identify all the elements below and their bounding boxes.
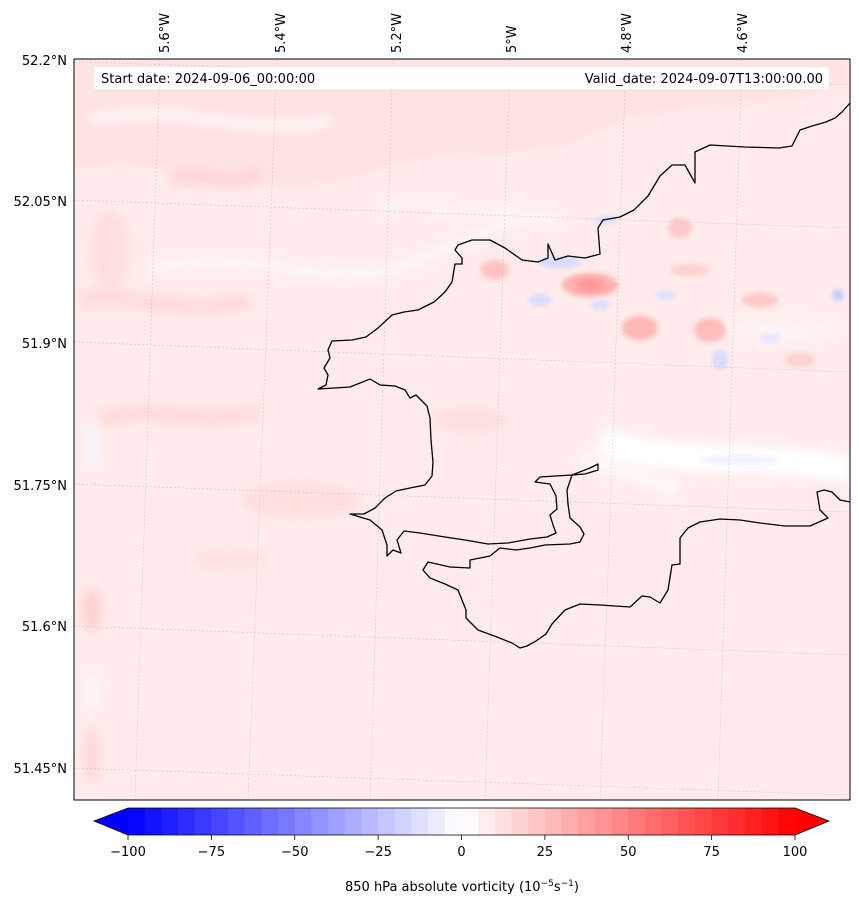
colorbar-cell [428, 808, 446, 835]
colorbar-cell [394, 808, 413, 835]
colorbar-tick-label: −75 [198, 845, 225, 860]
colorbar-cell [744, 808, 763, 835]
colorbar-cell [211, 808, 229, 835]
colorbar-cell [661, 808, 679, 835]
colorbar-cell [761, 808, 779, 835]
colorbar-cell [228, 808, 246, 835]
colorbar-tick-label: 50 [620, 845, 637, 860]
colorbar-cell [144, 808, 162, 835]
colorbar-cell [328, 808, 346, 835]
colorbar-tick-label: 0 [457, 845, 465, 860]
vorticity-background-pattern [74, 59, 850, 783]
annotation-box [94, 67, 829, 89]
colorbar-cell [628, 808, 646, 835]
colorbar-cell [461, 808, 479, 835]
lon-label: 5.4°W [274, 13, 289, 53]
colorbar-cell [128, 808, 146, 835]
colorbar-cell [694, 808, 713, 835]
colorbar-cell [178, 808, 196, 835]
colorbar-tick-label: −50 [281, 845, 308, 860]
vorticity-features [481, 215, 844, 465]
lat-label: 52.2°N [22, 54, 67, 69]
colorbar-tick-label: 25 [537, 845, 554, 860]
colorbar-label: 850 hPa absolute vorticity (10−5s−1) [345, 879, 579, 895]
colorbar-cell [578, 808, 596, 835]
colorbar-cell [561, 808, 579, 835]
colorbar-extend-high [795, 808, 829, 835]
colorbar-cell [378, 808, 396, 835]
lat-label: 51.45°N [14, 762, 67, 777]
colorbar: −100 −75 −50 −25 0 25 50 75 100 850 hPa absolute… [92, 807, 831, 895]
colorbar-tick-label: 75 [703, 845, 720, 860]
colorbar-cell [444, 808, 463, 835]
colorbar-cell [494, 808, 513, 835]
longitude-labels: 5.6°W 5.4°W 5.2°W 5°W 4.8°W 4.6°W [158, 13, 751, 53]
colorbar-tick-label: 100 [783, 845, 808, 860]
colorbar-cell [611, 808, 629, 835]
colorbar-cell [278, 808, 296, 835]
colorbar-cell [294, 808, 313, 835]
map-frame [73, 58, 851, 801]
map-panel: Start date: 2024-09-06_00:00:00 Valid_da… [73, 58, 851, 801]
coastline [317, 102, 850, 649]
colorbar-cell [544, 808, 563, 835]
colorbar-ticks: −100 −75 −50 −25 0 25 50 75 100 [110, 835, 807, 860]
colorbar-cell [644, 808, 663, 835]
lat-label: 52.05°N [14, 195, 67, 210]
colorbar-cell [411, 808, 429, 835]
lon-label: 4.8°W [620, 13, 635, 53]
lon-label: 5.6°W [158, 13, 173, 53]
colorbar-cell [478, 808, 496, 835]
lat-label: 51.6°N [22, 620, 67, 635]
colorbar-cell [261, 808, 279, 835]
colorbar-cell [311, 808, 329, 835]
colorbar-label-mid: s [554, 880, 561, 895]
colorbar-label-main: 850 hPa absolute vorticity (10 [345, 880, 541, 895]
lon-label: 5.2°W [390, 13, 405, 53]
colorbar-cell [528, 808, 546, 835]
start-date-text: Start date: 2024-09-06_00:00:00 [101, 72, 315, 87]
colorbar-cell [244, 808, 263, 835]
valid-date-text: Valid_date: 2024-09-07T13:00:00.00 [585, 72, 823, 87]
colorbar-cell [711, 808, 729, 835]
colorbar-label-exp1: −5 [541, 879, 554, 889]
colorbar-cell [678, 808, 696, 835]
colorbar-tick-label: −100 [110, 845, 146, 860]
lat-label: 51.9°N [22, 337, 67, 352]
colorbar-cell [594, 808, 613, 835]
colorbar-tick-label: −25 [364, 845, 391, 860]
colorbar-cell [778, 808, 796, 835]
vorticity-field [74, 59, 850, 783]
lat-label: 51.75°N [14, 479, 67, 494]
colorbar-cell [161, 808, 179, 835]
colorbar-extend-low [94, 808, 128, 835]
colorbar-cell [511, 808, 529, 835]
lon-label: 5°W [505, 25, 520, 53]
colorbar-label-exp2: −1 [561, 879, 574, 889]
lon-label: 4.6°W [736, 13, 751, 53]
colorbar-cell [361, 808, 379, 835]
colorbar-label-end: ) [574, 880, 579, 895]
colorbar-cell [728, 808, 746, 835]
colorbar-cell [344, 808, 363, 835]
colorbar-cells [128, 808, 796, 835]
latitude-labels: 52.2°N 52.05°N 51.9°N 51.75°N 51.6°N 51.… [14, 54, 67, 777]
colorbar-cell [194, 808, 212, 835]
